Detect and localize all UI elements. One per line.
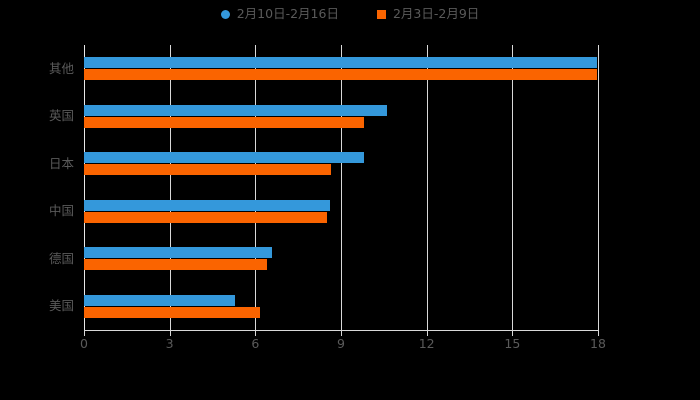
y-axis-category-label: 其他: [48, 60, 74, 76]
tickmark-x-12: [426, 330, 428, 336]
x-tick-label: 9: [337, 336, 345, 351]
bar[interactable]: [84, 57, 597, 69]
x-axis-tickmarks: [84, 330, 599, 336]
x-tick-label: 0: [80, 336, 88, 351]
tickmark-x-6: [255, 330, 257, 336]
bar[interactable]: [84, 247, 273, 259]
bar[interactable]: [84, 199, 330, 211]
y-axis-category-label: 德国: [48, 250, 74, 266]
bar[interactable]: [84, 152, 364, 164]
gridline-x-6: [255, 45, 257, 330]
chart-legend: 2月10日-2月16日 2月3日-2月9日: [0, 6, 700, 21]
bar[interactable]: [84, 69, 597, 81]
gridline-x-15: [512, 45, 514, 330]
gridline-x-3: [169, 45, 171, 330]
legend-swatch-square-icon: [376, 9, 386, 19]
x-tick-label: 12: [418, 336, 435, 351]
bar[interactable]: [84, 104, 387, 116]
tickmark-x-0: [84, 330, 85, 336]
legend-item-series-1[interactable]: 2月3日-2月9日: [376, 6, 480, 21]
bar[interactable]: [84, 164, 331, 176]
legend-label-series-0: 2月10日-2月16日: [236, 6, 339, 21]
tickmark-x-15: [512, 330, 514, 336]
bar[interactable]: [84, 116, 364, 128]
gridline-x-0: [84, 45, 85, 330]
y-axis-category-label: 美国: [48, 298, 74, 314]
x-tick-label: 18: [590, 336, 606, 351]
y-axis-labels: 其他英国日本中国德国美国: [0, 45, 700, 330]
x-tick-label: 15: [504, 336, 521, 351]
bar[interactable]: [84, 211, 327, 223]
gridline-x-9: [341, 45, 342, 330]
plot-area: [84, 45, 599, 330]
x-tick-label: 3: [165, 336, 174, 351]
y-axis-category-label: 英国: [48, 108, 74, 124]
legend-swatch-circle-icon: [220, 9, 230, 19]
tickmark-x-9: [341, 330, 342, 336]
tickmark-x-18: [598, 330, 599, 336]
gridline-x-18: [598, 45, 599, 330]
bar[interactable]: [84, 306, 260, 318]
legend-label-series-1: 2月3日-2月9日: [392, 6, 480, 21]
x-tick-label: 6: [251, 336, 260, 351]
legend-item-series-0[interactable]: 2月10日-2月16日: [220, 6, 339, 21]
gridline-x-12: [426, 45, 428, 330]
x-axis-tick-labels: 0 3 6 9 12 15 18: [80, 336, 606, 356]
bar[interactable]: [84, 259, 267, 271]
bar[interactable]: [84, 294, 236, 306]
y-axis-category-label: 日本: [48, 155, 74, 171]
y-axis-category-label: 中国: [48, 203, 74, 219]
tickmark-x-3: [169, 330, 171, 336]
